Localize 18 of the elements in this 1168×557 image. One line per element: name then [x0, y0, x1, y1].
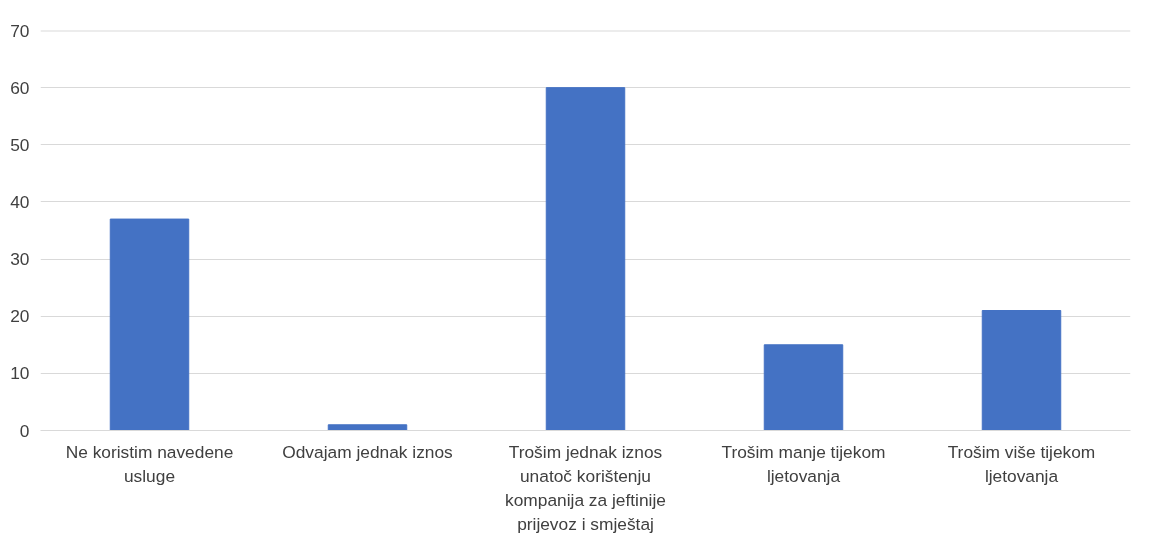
y-tick-label: 50	[10, 134, 30, 155]
bar	[545, 87, 626, 431]
y-tick-label: 30	[10, 249, 30, 270]
x-tick-label: Trošim manje tijekom ljetovanja	[721, 441, 886, 486]
y-tick-label: 40	[10, 191, 30, 212]
x-tick-label: Trošim jednak iznos unatoč korištenju kompanija za jeftinije prijevoz i smještaj	[505, 441, 666, 534]
x-tick-label: Trošim više tijekom ljetovanja	[947, 441, 1096, 486]
bar	[327, 424, 408, 431]
x-tick-label: Ne koristim navedene usluge	[65, 441, 234, 486]
y-tick-label: 60	[10, 77, 30, 98]
bar	[981, 310, 1062, 431]
y-tick-label: 70	[10, 20, 30, 41]
y-tick-label: 10	[10, 363, 30, 384]
y-tick-label: 0	[19, 420, 30, 441]
y-tick-label: 20	[10, 306, 30, 327]
x-tick-label: Odvajam jednak iznos	[282, 441, 454, 462]
bar	[109, 218, 190, 431]
bar	[763, 344, 844, 431]
